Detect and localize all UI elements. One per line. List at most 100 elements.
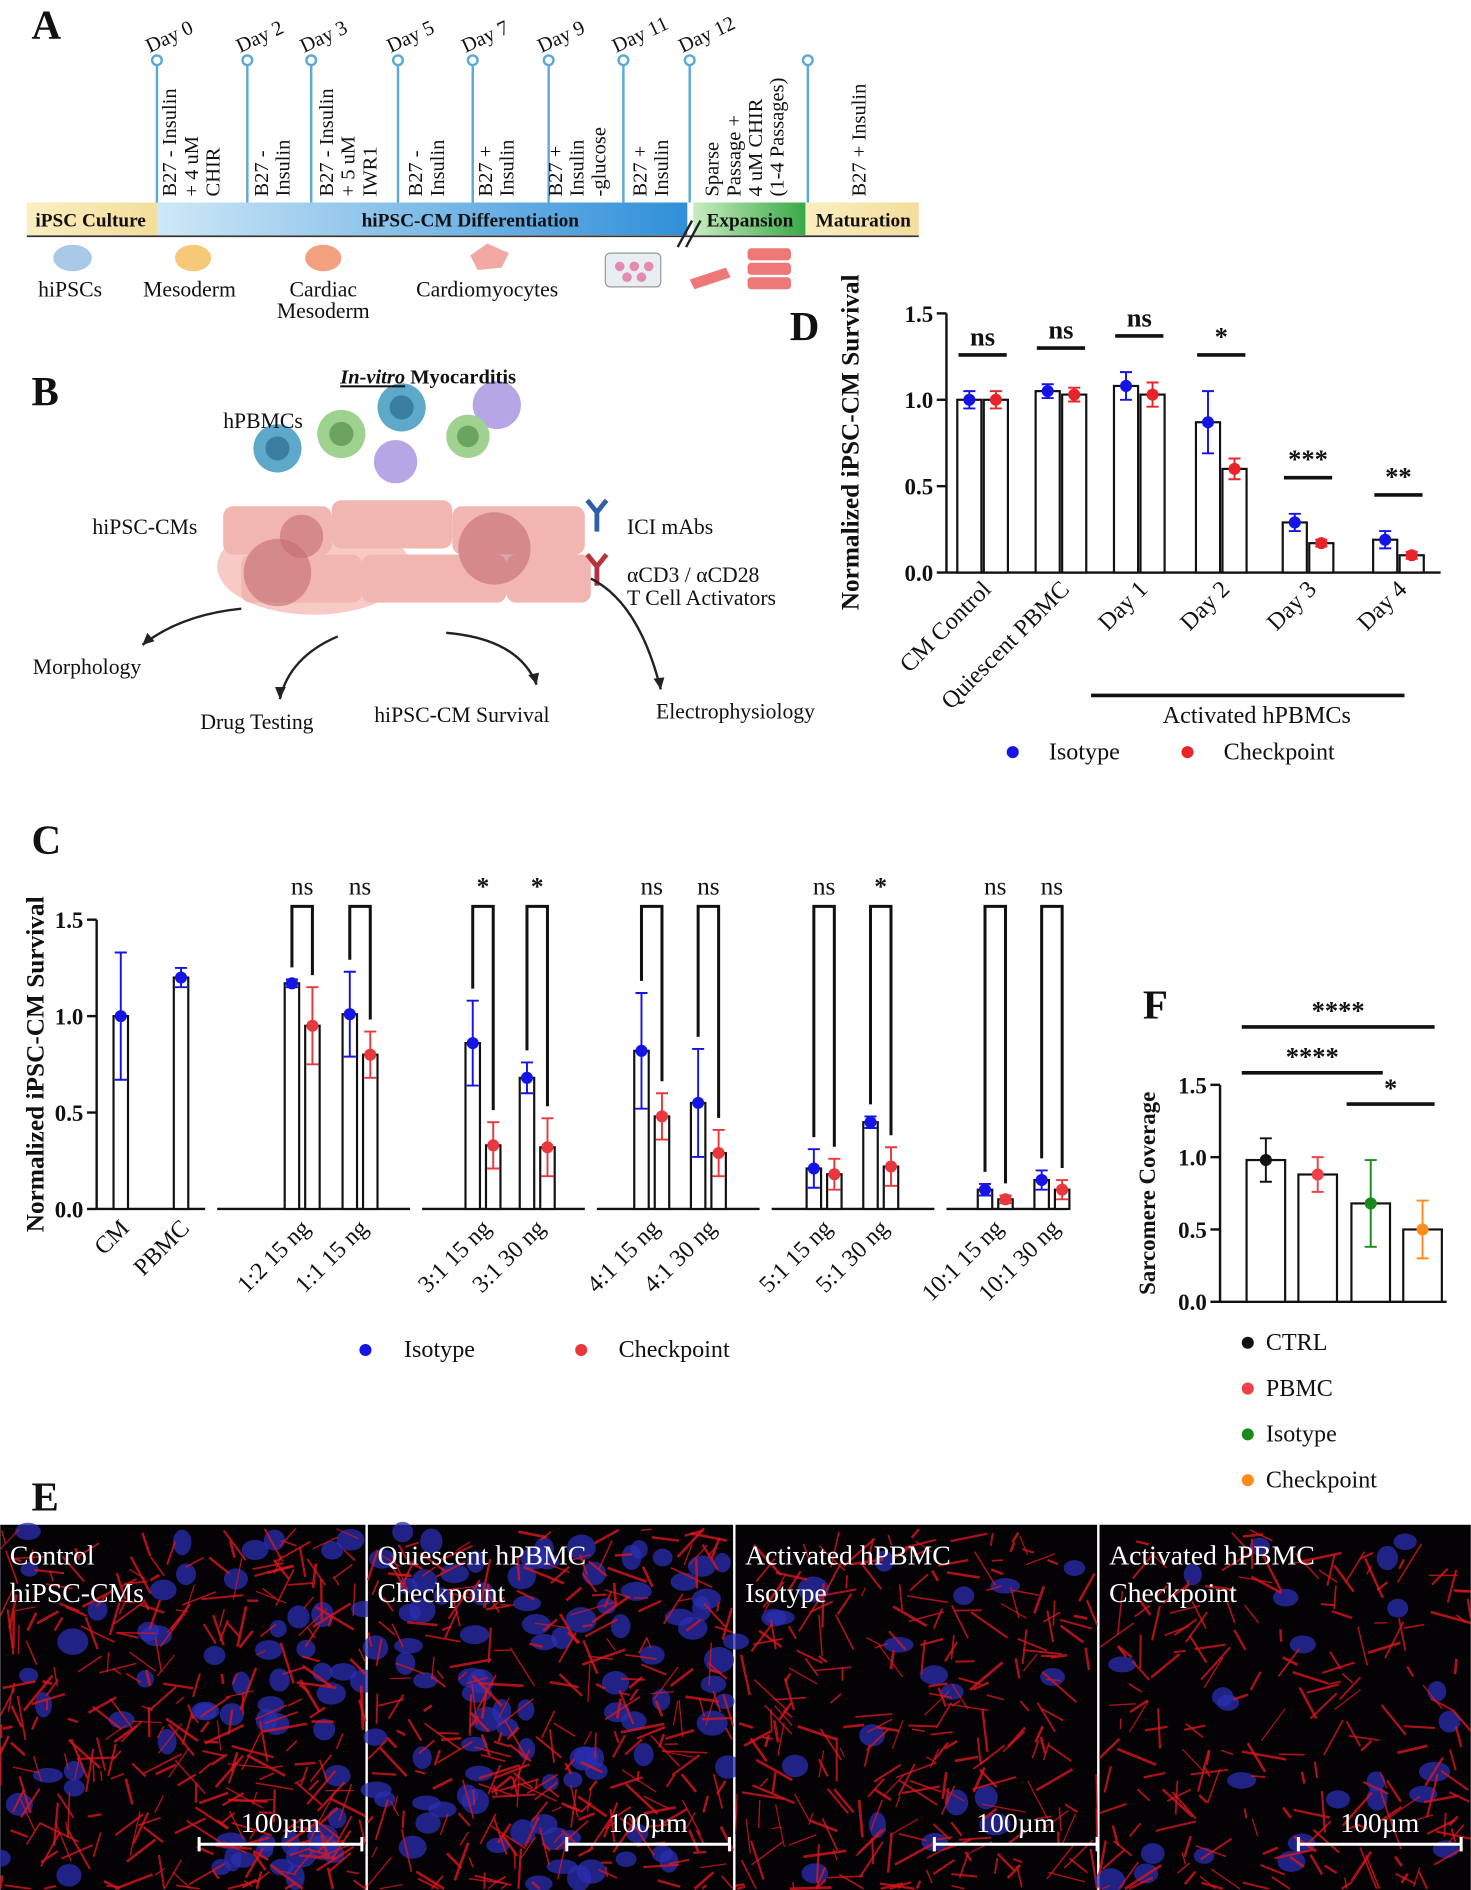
fiber bbox=[945, 1788, 950, 1805]
fiber bbox=[741, 1791, 785, 1801]
fiber bbox=[5, 1550, 19, 1584]
nucleus bbox=[664, 1608, 694, 1626]
fiber bbox=[524, 1816, 540, 1848]
fiber bbox=[367, 1739, 388, 1760]
fiber bbox=[1019, 1700, 1030, 1712]
fiber bbox=[1326, 1555, 1336, 1586]
medium-label: -glucose bbox=[588, 127, 610, 196]
fiber bbox=[518, 1530, 548, 1539]
panel-label: A bbox=[32, 2, 62, 48]
fiber bbox=[453, 1842, 470, 1881]
x-tick-label: Day 1 bbox=[1094, 576, 1154, 636]
fiber bbox=[1232, 1693, 1249, 1701]
mean-point bbox=[1068, 388, 1081, 401]
fiber bbox=[932, 1823, 951, 1841]
fiber bbox=[312, 1536, 339, 1550]
fiber bbox=[753, 1637, 784, 1646]
mean-point bbox=[1201, 416, 1215, 429]
fiber bbox=[1413, 1867, 1421, 1887]
mean-point bbox=[1041, 385, 1054, 398]
fiber bbox=[400, 1829, 413, 1872]
fiber bbox=[120, 1721, 142, 1743]
panel-label: D bbox=[790, 303, 820, 349]
fiber bbox=[950, 1821, 963, 1837]
fiber bbox=[529, 1642, 543, 1648]
fiber bbox=[26, 1612, 38, 1632]
fiber bbox=[375, 1638, 383, 1667]
fiber bbox=[774, 1804, 785, 1847]
y-tick-label: 1.0 bbox=[1178, 1146, 1207, 1171]
fiber bbox=[1009, 1542, 1016, 1553]
day-marker bbox=[391, 54, 405, 67]
mean-point bbox=[989, 393, 1002, 406]
fiber bbox=[1260, 1708, 1286, 1742]
fiber bbox=[480, 1688, 488, 1719]
fiber bbox=[819, 1588, 857, 1598]
fiber bbox=[87, 1696, 117, 1714]
fiber bbox=[318, 1759, 329, 1781]
fiber bbox=[306, 1558, 327, 1586]
fiber bbox=[391, 1555, 409, 1590]
legend-label: Checkpoint bbox=[1266, 1467, 1377, 1493]
fiber bbox=[282, 1666, 306, 1675]
fiber bbox=[124, 1778, 134, 1805]
fiber bbox=[958, 1851, 970, 1879]
fiber bbox=[358, 1699, 367, 1722]
fiber bbox=[126, 1838, 157, 1863]
fiber bbox=[1454, 1589, 1471, 1593]
fiber bbox=[395, 1662, 426, 1675]
fiber bbox=[118, 1602, 126, 1615]
fiber bbox=[1119, 1718, 1122, 1729]
fiber bbox=[269, 1863, 304, 1890]
fiber bbox=[865, 1728, 889, 1752]
fiber bbox=[125, 1672, 142, 1683]
panel-label: F bbox=[1143, 982, 1168, 1028]
fiber bbox=[244, 1847, 265, 1879]
medium-label: Sparse bbox=[702, 142, 724, 197]
fiber bbox=[375, 1693, 379, 1724]
fiber bbox=[883, 1773, 906, 1797]
nucleus bbox=[459, 1625, 490, 1645]
nucleus bbox=[324, 1764, 351, 1787]
fiber bbox=[441, 1625, 452, 1632]
fiber bbox=[480, 1754, 506, 1763]
mean-point bbox=[343, 1008, 356, 1021]
significance-label: ns bbox=[291, 872, 314, 900]
fiber bbox=[107, 1743, 117, 1777]
fiber bbox=[1380, 1704, 1407, 1736]
fiber bbox=[587, 1663, 591, 1702]
significance-label: ns bbox=[349, 872, 371, 900]
fiber bbox=[308, 1779, 320, 1791]
fiber bbox=[1243, 1808, 1248, 1819]
fiber bbox=[1116, 1747, 1157, 1767]
medium-label: B27 + bbox=[545, 146, 567, 197]
fiber bbox=[110, 1772, 124, 1780]
fiber bbox=[796, 1649, 823, 1664]
nucleus bbox=[517, 1699, 535, 1721]
fiber bbox=[279, 1527, 297, 1547]
fiber bbox=[1022, 1648, 1063, 1656]
nucleus bbox=[63, 1779, 85, 1797]
fiber bbox=[755, 1758, 793, 1782]
fiber bbox=[788, 1834, 817, 1846]
fiber bbox=[174, 1759, 206, 1795]
significance-label: * bbox=[477, 872, 490, 900]
fiber bbox=[941, 1771, 948, 1799]
fiber bbox=[578, 1812, 595, 1821]
micrograph bbox=[360, 1521, 741, 1890]
micrograph bbox=[722, 1524, 1099, 1890]
nucleus bbox=[15, 1522, 41, 1540]
fiber bbox=[390, 1801, 400, 1817]
fiber bbox=[492, 1817, 508, 1855]
mean-point bbox=[175, 971, 188, 984]
fiber bbox=[752, 1784, 796, 1805]
fiber bbox=[932, 1859, 956, 1875]
significance-bracket bbox=[348, 904, 372, 1020]
fiber bbox=[612, 1816, 640, 1853]
fiber bbox=[366, 1815, 374, 1824]
fiber bbox=[1328, 1680, 1342, 1685]
fiber bbox=[311, 1563, 318, 1589]
fiber bbox=[951, 1683, 969, 1710]
fiber bbox=[1111, 1825, 1120, 1847]
fiber bbox=[504, 1720, 529, 1761]
